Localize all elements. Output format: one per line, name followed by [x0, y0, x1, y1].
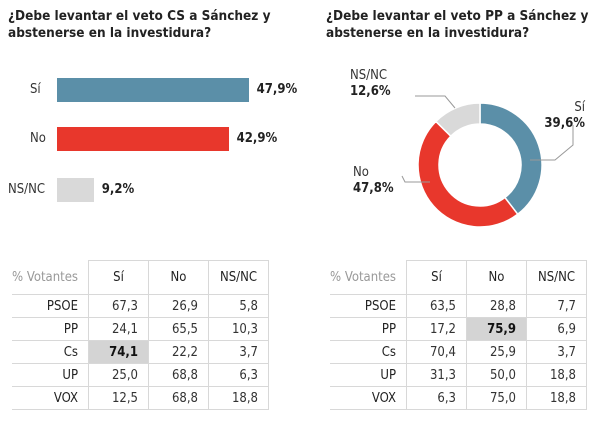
donut-value-label: 39,6%	[544, 116, 585, 131]
table-cell: 7,7	[526, 294, 587, 318]
table-cell: 25,9	[466, 340, 527, 364]
donut-category-label: Sí	[574, 100, 585, 115]
leader-line	[415, 95, 456, 109]
bar-category-label: No	[30, 131, 46, 146]
bar-category-label: Sí	[30, 82, 41, 97]
header-row: % Votantes Sí No NS/NC	[330, 260, 587, 295]
table-row: Cs 74,1 22,2 3,7	[12, 340, 269, 364]
donut-label: NS/NC 12,6%	[350, 68, 391, 100]
table-cell: 5,8	[208, 294, 269, 318]
table-cell: 18,8	[208, 386, 269, 410]
bar-value-label: 47,9%	[256, 82, 298, 97]
donut-slice-0	[479, 102, 543, 216]
crosstab-table: % Votantes Sí No NS/NC PSOE 63,5 28,8 7,7 PP 17,2…	[330, 260, 587, 410]
donut-value-label: 12,6%	[350, 84, 391, 99]
donut-category-label: NS/NC	[350, 68, 388, 83]
table-cell: 17,2	[406, 317, 467, 341]
table-cell: 6,3	[406, 386, 467, 410]
leader-line	[401, 175, 430, 183]
bar-1	[57, 127, 229, 151]
table-cell: 26,9	[148, 294, 209, 318]
table-cell: 25,0	[88, 363, 149, 387]
column-header: Sí	[88, 260, 149, 295]
table-cell: 12,5	[88, 386, 149, 410]
corner-label: % Votantes	[330, 260, 407, 295]
donut-slice-2	[434, 102, 481, 138]
table-cell: 28,8	[466, 294, 527, 318]
column-header: NS/NC	[526, 260, 587, 295]
leader-line	[530, 125, 574, 161]
bar-value-label: 9,2%	[101, 182, 135, 197]
table-row: Cs 70,4 25,9 3,7	[330, 340, 587, 364]
bar-value-label: 42,9%	[236, 131, 278, 146]
column-header: No	[148, 260, 209, 295]
party-label: PSOE	[12, 294, 89, 318]
column-header: No	[466, 260, 527, 295]
table-row: VOX 6,3 75,0 18,8	[330, 386, 587, 410]
donut-label: No 47,8%	[353, 165, 394, 197]
party-label: UP	[12, 363, 89, 387]
bar-chart-title: ¿Debe levantar el veto CS a Sánchez y ab…	[8, 8, 271, 41]
table-row: PSOE 67,3 26,9 5,8	[12, 294, 269, 318]
table-cell: 22,2	[148, 340, 209, 364]
party-label: Cs	[12, 340, 89, 364]
party-label: PSOE	[330, 294, 407, 318]
party-label: PP	[330, 317, 407, 341]
party-label: UP	[330, 363, 407, 387]
party-label: VOX	[12, 386, 89, 410]
crosstab-table: % Votantes Sí No NS/NC PSOE 67,3 26,9 5,8 PP 24,1…	[12, 260, 269, 410]
header-row: % Votantes Sí No NS/NC	[12, 260, 269, 295]
table-cell: 75,9	[466, 317, 527, 341]
table-row: UP 25,0 68,8 6,3	[12, 363, 269, 387]
donut-slice-1	[417, 120, 519, 228]
table-cell: 3,7	[526, 340, 587, 364]
table-cell: 67,3	[88, 294, 149, 318]
table-cell: 70,4	[406, 340, 467, 364]
corner-label: % Votantes	[12, 260, 89, 295]
table-cell: 3,7	[208, 340, 269, 364]
table-cell: 74,1	[88, 340, 149, 364]
party-label: VOX	[330, 386, 407, 410]
table-cell: 65,5	[148, 317, 209, 341]
party-label: PP	[12, 317, 89, 341]
column-header: NS/NC	[208, 260, 269, 295]
bar-category-label: NS/NC	[8, 182, 46, 197]
table-cell: 6,3	[208, 363, 269, 387]
bar-0	[57, 78, 249, 102]
table-cell: 10,3	[208, 317, 269, 341]
table-row: PSOE 63,5 28,8 7,7	[330, 294, 587, 318]
table-cell: 31,3	[406, 363, 467, 387]
table-cell: 18,8	[526, 386, 587, 410]
table-row: VOX 12,5 68,8 18,8	[12, 386, 269, 410]
table-cell: 18,8	[526, 363, 587, 387]
table-row: PP 17,2 75,9 6,9	[330, 317, 587, 341]
party-label: Cs	[330, 340, 407, 364]
table-cell: 68,8	[148, 363, 209, 387]
bar-2	[57, 178, 94, 202]
table-row: UP 31,3 50,0 18,8	[330, 363, 587, 387]
table-cell: 24,1	[88, 317, 149, 341]
donut-category-label: No	[353, 165, 369, 180]
donut-label: Sí 39,6%	[544, 100, 585, 132]
donut-value-label: 47,8%	[353, 181, 394, 196]
table-row: PP 24,1 65,5 10,3	[12, 317, 269, 341]
table-cell: 6,9	[526, 317, 587, 341]
table-cell: 68,8	[148, 386, 209, 410]
table-cell: 75,0	[466, 386, 527, 410]
donut-chart-title: ¿Debe levantar el veto PP a Sánchez y ab…	[326, 8, 589, 41]
table-cell: 63,5	[406, 294, 467, 318]
table-cell: 50,0	[466, 363, 527, 387]
column-header: Sí	[406, 260, 467, 295]
